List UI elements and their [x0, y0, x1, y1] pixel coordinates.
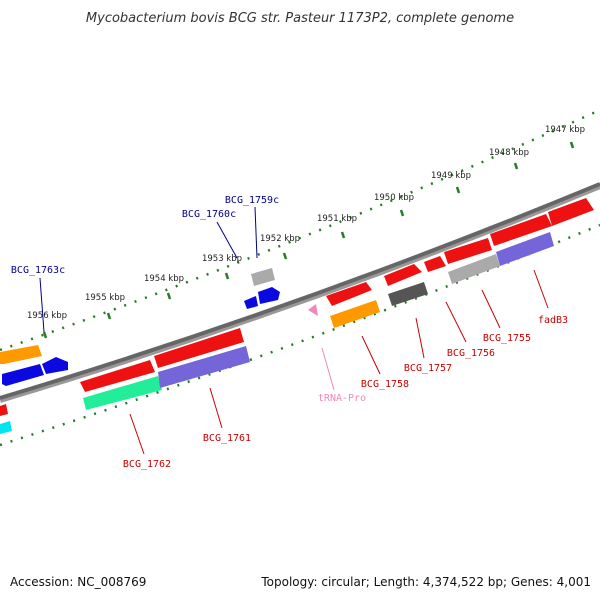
accession-text: Accession: NC_008769 — [10, 575, 147, 589]
label-bcg1757: BCG_1757 — [404, 363, 452, 374]
gene-bcg1755-cds[interactable] — [448, 254, 500, 284]
gene-bcg1760c-b[interactable] — [258, 287, 280, 304]
map-title: Mycobacterium bovis BCG str. Pasteur 117… — [86, 11, 514, 26]
gene-red-left[interactable] — [0, 404, 8, 416]
scale-label: 1951 kbp — [317, 214, 357, 224]
label-bcg1755: BCG_1755 — [483, 333, 531, 344]
gene-bcg1763c-b[interactable] — [42, 357, 68, 374]
major-tick — [282, 252, 288, 260]
scale-label: 1953 kbp — [202, 254, 242, 264]
scale-label: 1956 kbp — [27, 311, 67, 321]
major-tick — [340, 231, 346, 239]
gene-bcg1759c[interactable] — [251, 268, 275, 286]
label-bcg1762: BCG_1762 — [123, 459, 171, 470]
scale-label: 1955 kbp — [85, 293, 125, 303]
leader-bcg1760c — [216, 221, 238, 259]
scale-label: 1947 kbp — [545, 125, 585, 135]
leader-trna-pro — [321, 347, 335, 391]
leader-lines — [39, 206, 549, 455]
scale-label: 1950 kbp — [374, 193, 414, 203]
gene-bcg1758[interactable] — [326, 282, 372, 306]
label-trna-pro: tRNA-Pro — [318, 393, 366, 404]
major-ticks — [42, 141, 575, 339]
leader-fadb3 — [533, 269, 549, 309]
leader-bcg1756 — [445, 301, 467, 343]
gene-cyan-left[interactable] — [0, 421, 12, 434]
major-tick — [569, 141, 575, 149]
gene-bcg1757-cds[interactable] — [388, 282, 428, 306]
scale-label: 1954 kbp — [144, 274, 184, 284]
leader-bcg1762 — [129, 413, 145, 455]
label-bcg1760c: BCG_1760c — [182, 209, 236, 220]
gene-bcg1763c-a[interactable] — [2, 364, 44, 386]
genome-backbone — [0, 182, 600, 400]
major-tick — [399, 209, 405, 217]
major-tick — [42, 331, 48, 339]
leader-bcg1755 — [481, 289, 501, 329]
leader-bcg1758 — [361, 335, 381, 375]
label-bcg1758: BCG_1758 — [361, 379, 409, 390]
gene-bcg1761[interactable] — [154, 328, 244, 368]
scale-label: 1948 kbp — [489, 148, 529, 158]
gene-bcg1755[interactable] — [444, 238, 492, 264]
genome-summary-text: Topology: circular; Length: 4,374,522 bp… — [261, 575, 591, 589]
gene-fadb3-cds[interactable] — [496, 232, 554, 266]
outer-scale-ring — [0, 108, 600, 352]
label-bcg1759c: BCG_1759c — [225, 195, 279, 206]
scale-label: 1952 kbp — [260, 234, 300, 244]
gene-bcg1756[interactable] — [424, 256, 446, 272]
label-bcg1761: BCG_1761 — [203, 433, 251, 444]
trna-pro-marker[interactable] — [308, 304, 318, 316]
gene-fadb3[interactable] — [490, 214, 552, 246]
leader-bcg1757 — [415, 317, 425, 359]
major-tick — [513, 162, 519, 170]
gene-red-right[interactable] — [548, 198, 594, 226]
gene-bcg1762-cds[interactable] — [83, 376, 162, 410]
leader-bcg1763c — [39, 277, 45, 333]
label-bcg1756: BCG_1756 — [447, 348, 495, 359]
gene-bcg1757[interactable] — [384, 264, 422, 286]
major-tick — [166, 292, 172, 300]
major-tick — [224, 272, 230, 280]
leader-bcg1761 — [209, 387, 223, 429]
leader-bcg1759c — [254, 206, 258, 259]
major-tick — [455, 186, 461, 194]
gene-bcg1760c-a[interactable] — [244, 296, 258, 309]
label-bcg1763c: BCG_1763c — [11, 265, 65, 276]
gene-bcg1758-cds[interactable] — [330, 300, 380, 328]
gene-bcg1761-cds[interactable] — [158, 346, 250, 388]
gene-bcg1762[interactable] — [80, 360, 155, 392]
major-tick — [106, 312, 112, 320]
label-fadb3: fadB3 — [538, 315, 568, 326]
scale-label: 1949 kbp — [431, 171, 471, 181]
gene-orange-left[interactable] — [0, 345, 42, 364]
